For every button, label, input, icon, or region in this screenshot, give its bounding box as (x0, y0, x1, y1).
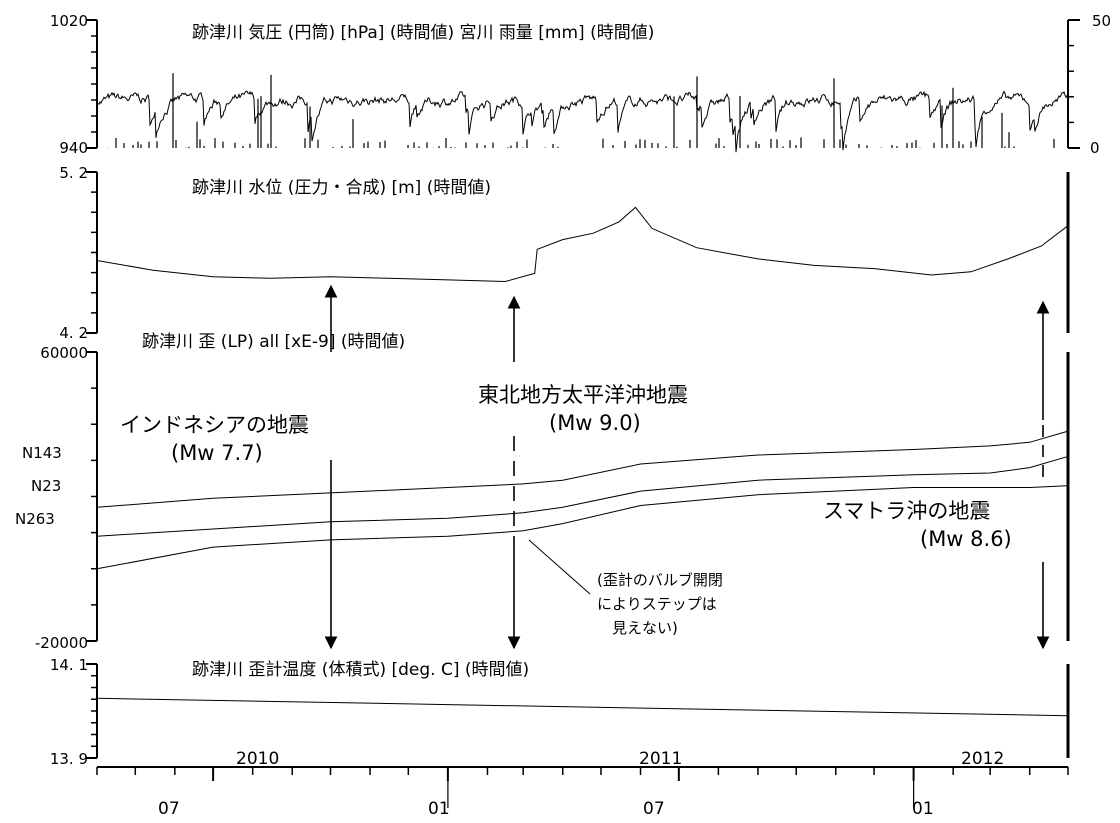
valve-note-line3: 見えない) (612, 619, 678, 637)
panel1-title: 跡津川 気圧 (円筒) [hPa] (時間値) 宮川 雨量 [mm] (時間値) (192, 23, 654, 43)
strain-line-n23 (96, 456, 1067, 537)
panel4-ytick-top: 14. 1 (50, 656, 88, 674)
valve-note-leader (528, 539, 591, 595)
indonesia-eq-name: インドネシアの地震 (120, 413, 309, 437)
indonesia-eq-mw: (Mw 7.7) (171, 441, 263, 465)
panel2-title: 跡津川 水位 (圧力・合成) [m] (時間値) (192, 178, 491, 198)
water-level-line (96, 206, 1068, 283)
panel4-title: 跡津川 歪計温度 (体積式) [deg. C] (時間値) (192, 660, 529, 680)
valve-note-line2: によりステップは (597, 595, 717, 613)
panel1-rtick-bottom: 0 (1090, 139, 1100, 157)
strain-line-n263 (96, 485, 1067, 570)
panel1-ytick-bottom: 940 (59, 139, 88, 157)
temperature-line (96, 697, 1067, 717)
tohoku-eq-name: 東北地方太平洋沖地震 (478, 383, 688, 407)
series-label-n143: N143 (22, 444, 62, 462)
month-label-2: 07 (643, 799, 665, 819)
year-label-2010: 2010 (236, 749, 279, 769)
pressure-line (97, 90, 1068, 153)
panel1-rtick-top: 50 (1092, 12, 1111, 30)
panel2-ytick-bottom: 4. 2 (59, 324, 88, 342)
panel2-ytick-top: 5. 2 (59, 164, 88, 182)
month-label-3: 01 (912, 799, 934, 819)
series-label-n263: N263 (15, 510, 55, 528)
tohoku-eq-mw: (Mw 9.0) (549, 411, 641, 435)
strain-line-n143 (96, 431, 1067, 508)
panel3-title: 跡津川 歪 (LP) all [xE-9] (時間値) (142, 332, 405, 352)
sumatra-eq-name: スマトラ沖の地震 (823, 499, 990, 523)
series-label-n23: N23 (31, 477, 61, 495)
year-label-2012: 2012 (961, 749, 1004, 769)
month-label-0: 07 (158, 799, 180, 819)
sumatra-eq-mw: (Mw 8.6) (920, 527, 1012, 551)
panel3-ytick-bottom: -20000 (35, 634, 88, 652)
panel1-ytick-top: 1020 (50, 12, 88, 30)
year-label-2011: 2011 (639, 749, 682, 769)
month-label-1: 01 (428, 799, 450, 819)
panel3-ytick-top: 60000 (40, 344, 88, 362)
panel4-ytick-bottom: 13. 9 (50, 750, 88, 768)
valve-note-line1: (歪計のバルブ開閉 (597, 571, 723, 589)
